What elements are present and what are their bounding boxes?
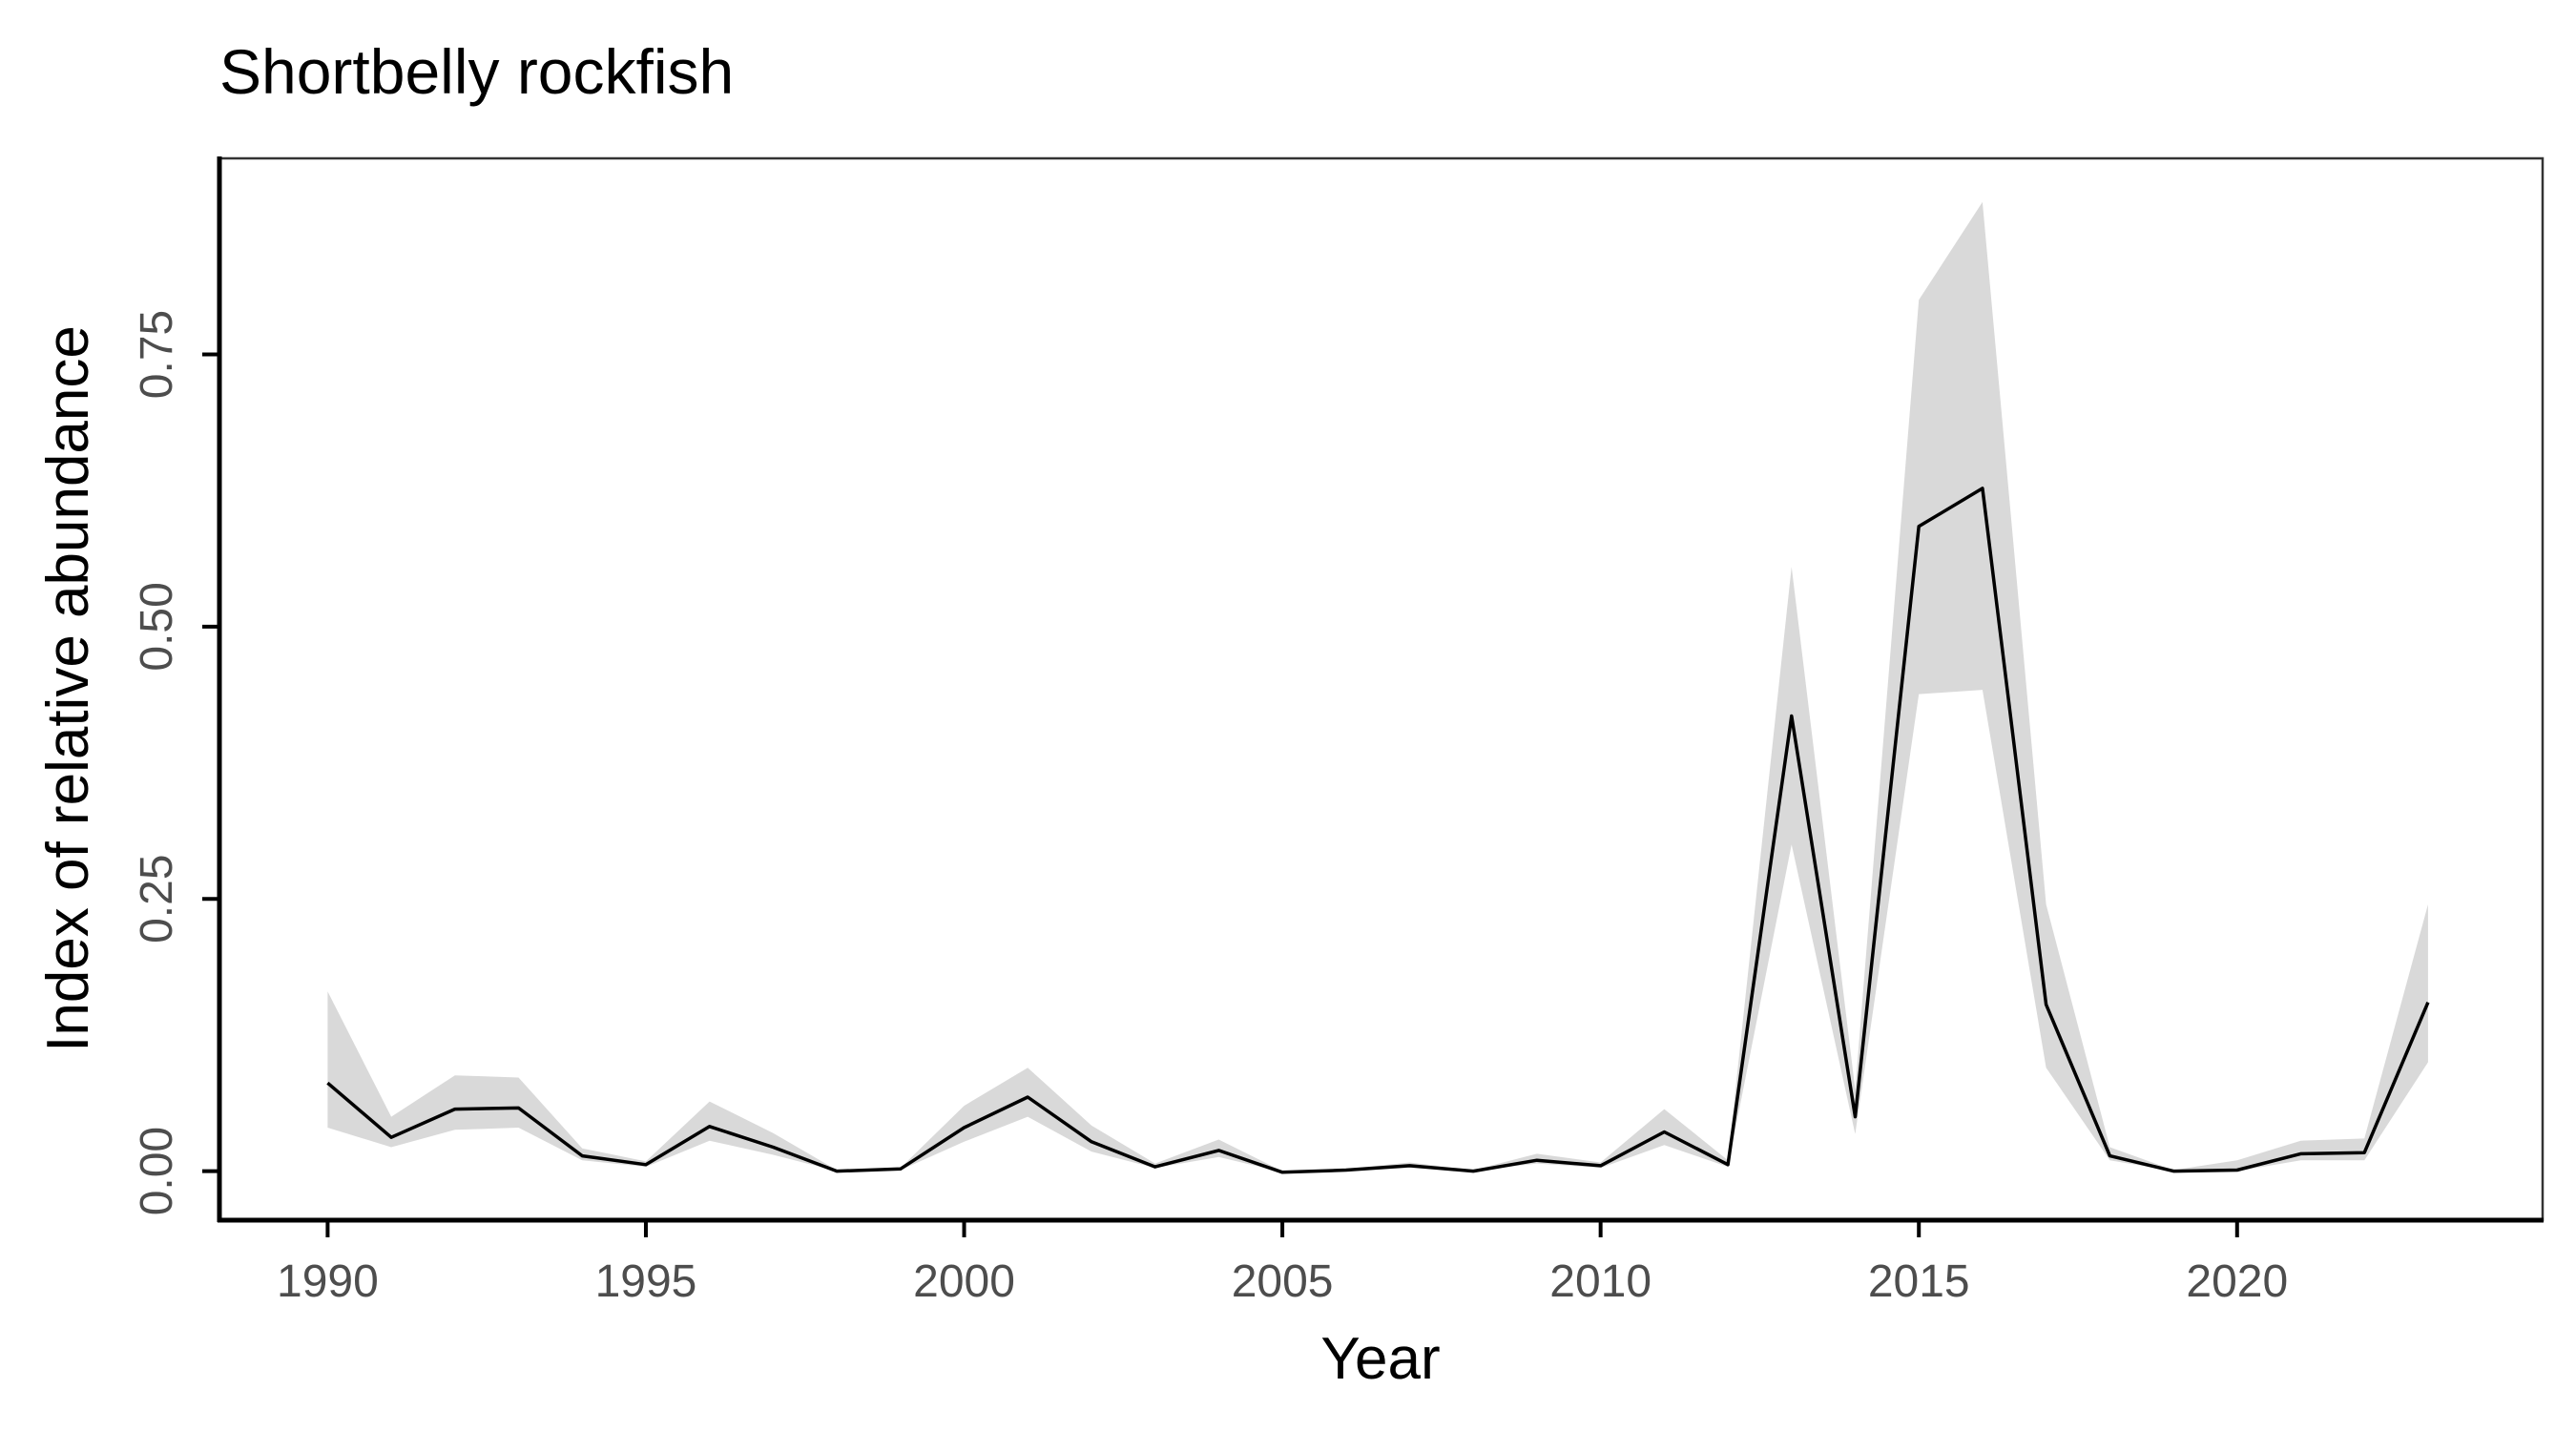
y-tick-label: 0.50 xyxy=(132,582,182,671)
confidence-ribbon xyxy=(327,201,2428,1172)
x-axis-ticks: 1990 1995 2000 2005 2010 2015 2020 xyxy=(277,1220,2288,1307)
chart-title: Shortbelly rockfish xyxy=(219,36,734,107)
y-axis-title: Index of relative abundance xyxy=(35,325,101,1052)
x-tick-label: 2000 xyxy=(913,1256,1015,1307)
x-axis-title: Year xyxy=(1320,1326,1440,1392)
series-line xyxy=(326,487,2430,1174)
x-tick-label: 2010 xyxy=(1549,1256,1652,1307)
plot-panel xyxy=(218,156,2545,1222)
x-tick-label: 2015 xyxy=(1868,1256,1970,1307)
y-axis-ticks: 0.00 0.25 0.50 0.75 xyxy=(132,310,219,1215)
y-tick-label: 0.00 xyxy=(132,1127,182,1215)
confidence-ribbon-layer xyxy=(327,201,2428,1172)
x-tick-label: 1995 xyxy=(595,1256,697,1307)
y-tick-label: 0.25 xyxy=(132,854,182,943)
series-line-layer xyxy=(326,487,2430,1174)
x-tick-label: 2020 xyxy=(2186,1256,2288,1307)
y-tick-label: 0.75 xyxy=(132,310,182,399)
x-tick-label: 1990 xyxy=(277,1256,379,1307)
x-tick-label: 2005 xyxy=(1232,1256,1334,1307)
